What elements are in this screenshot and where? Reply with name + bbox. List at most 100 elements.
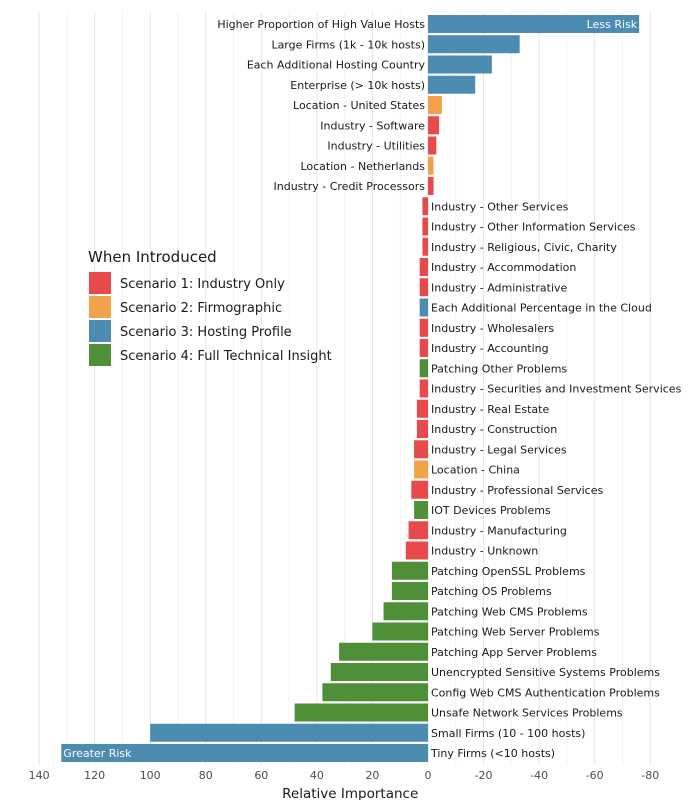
x-tick-label: 100 — [140, 769, 161, 782]
bar — [419, 359, 428, 378]
bar-label: Industry - Professional Services — [431, 484, 603, 497]
bar — [339, 642, 428, 661]
x-axis-title: Relative Importance — [282, 786, 418, 800]
annotations: Less Risk Greater Risk — [63, 18, 637, 760]
bar-label: Industry - Legal Services — [431, 443, 567, 456]
bar-label: Patching Web Server Problems — [431, 626, 600, 639]
bar — [422, 237, 428, 256]
bar — [419, 379, 428, 398]
legend-label: Scenario 4: Full Technical Insight — [120, 349, 332, 364]
legend-label: Scenario 1: Industry Only — [120, 277, 285, 292]
bar-label: Industry - Manufacturing — [431, 524, 567, 537]
bar-label: Location - United States — [293, 99, 425, 112]
bar — [419, 339, 428, 357]
bar — [294, 703, 428, 722]
bar — [428, 15, 640, 33]
bar-label: Config Web CMS Authentication Problems — [431, 686, 660, 699]
x-tick-label: 20 — [365, 769, 379, 782]
legend-label: Scenario 3: Hosting Profile — [120, 325, 292, 340]
bar-label: Higher Proportion of High Value Hosts — [217, 18, 425, 31]
bar — [150, 723, 428, 742]
x-tick-label: 40 — [310, 769, 324, 782]
legend-swatch — [89, 272, 111, 294]
bar — [422, 217, 428, 236]
bar-label: Industry - Accounting — [431, 342, 549, 355]
x-tick-label: 140 — [29, 769, 50, 782]
bar — [416, 420, 428, 438]
x-tick-label: -20 — [475, 769, 493, 782]
bar-label: Industry - Other Services — [431, 200, 569, 213]
bar — [428, 116, 440, 135]
bar — [391, 582, 428, 600]
bar-label: IOT Devices Problems — [431, 504, 551, 517]
bar-label: Industry - Administrative — [431, 281, 568, 294]
bar-label: Location - Netherlands — [300, 160, 425, 173]
bar-label: Small Firms (10 - 100 hosts) — [431, 727, 585, 740]
legend-swatch — [89, 344, 111, 366]
x-tick-label: -40 — [530, 769, 548, 782]
bar-label: Unencrypted Sensitive Systems Problems — [431, 666, 660, 679]
annotation-label: Less Risk — [587, 18, 638, 31]
bar-label: Enterprise (> 10k hosts) — [290, 79, 425, 92]
bar — [428, 75, 476, 94]
bar — [428, 35, 520, 54]
bar-label: Patching Other Problems — [431, 362, 567, 375]
x-tick-label: -60 — [586, 769, 604, 782]
legend-title: When Introduced — [88, 248, 217, 266]
bar-label: Tiny Firms (<10 hosts) — [430, 747, 555, 760]
bar — [428, 96, 442, 114]
bar-label: Industry - Utilities — [327, 140, 425, 153]
bar — [330, 663, 428, 681]
bar-label: Patching Web CMS Problems — [431, 605, 588, 618]
legend-swatch — [89, 296, 111, 318]
legend: When Introduced Scenario 1: Industry Onl… — [88, 248, 332, 366]
bar — [419, 318, 428, 337]
x-tick-label: 60 — [254, 769, 268, 782]
bar-label: Patching App Server Problems — [431, 646, 597, 659]
bar — [383, 602, 428, 621]
bar — [422, 197, 428, 216]
bar-label: Each Additional Hosting Country — [247, 59, 426, 72]
bar — [61, 744, 428, 762]
grid-lines — [38, 12, 651, 765]
bar — [428, 156, 434, 175]
bar — [414, 440, 428, 459]
annotation-label: Greater Risk — [63, 747, 132, 760]
bar-label: Unsafe Network Services Problems — [431, 707, 623, 720]
bar-label: Large Firms (1k - 10k hosts) — [271, 38, 425, 51]
bar-label: Each Additional Percentage in the Cloud — [431, 302, 652, 315]
bar-label: Industry - Securities and Investment Ser… — [431, 383, 682, 396]
legend-swatch — [89, 320, 111, 342]
bar — [416, 399, 428, 418]
bar-label: Location - China — [431, 464, 520, 477]
bar-label: Industry - Unknown — [431, 545, 538, 558]
bar-label: Industry - Software — [320, 119, 425, 132]
bar — [414, 501, 428, 519]
bar — [428, 55, 492, 74]
bar — [428, 136, 437, 155]
x-tick-label: 120 — [84, 769, 105, 782]
bar-label: Industry - Religious, Civic, Charity — [431, 241, 617, 254]
bars — [61, 15, 640, 762]
bar-label: Patching OS Problems — [431, 585, 552, 598]
bar — [372, 622, 428, 641]
bar-label: Industry - Credit Processors — [274, 180, 426, 193]
bar-label: Industry - Real Estate — [431, 403, 549, 416]
bar — [391, 561, 428, 580]
bar-label: Industry - Accommodation — [431, 261, 576, 274]
bar — [419, 258, 428, 276]
x-tick-label: 0 — [425, 769, 432, 782]
legend-label: Scenario 2: Firmographic — [120, 301, 282, 316]
bar — [405, 541, 428, 560]
bar — [419, 278, 428, 297]
bar-labels: Higher Proportion of High Value Hosts Lar… — [217, 18, 681, 760]
bar — [411, 480, 428, 499]
bar — [419, 298, 428, 317]
x-axis-ticks: 140 120 100 80 60 40 20 0 -20 -40 -60 -80 — [29, 769, 660, 782]
bar — [414, 460, 428, 479]
bar — [408, 521, 428, 540]
x-tick-label: 80 — [199, 769, 213, 782]
bar-label: Industry - Construction — [431, 423, 557, 436]
bar — [428, 177, 434, 195]
